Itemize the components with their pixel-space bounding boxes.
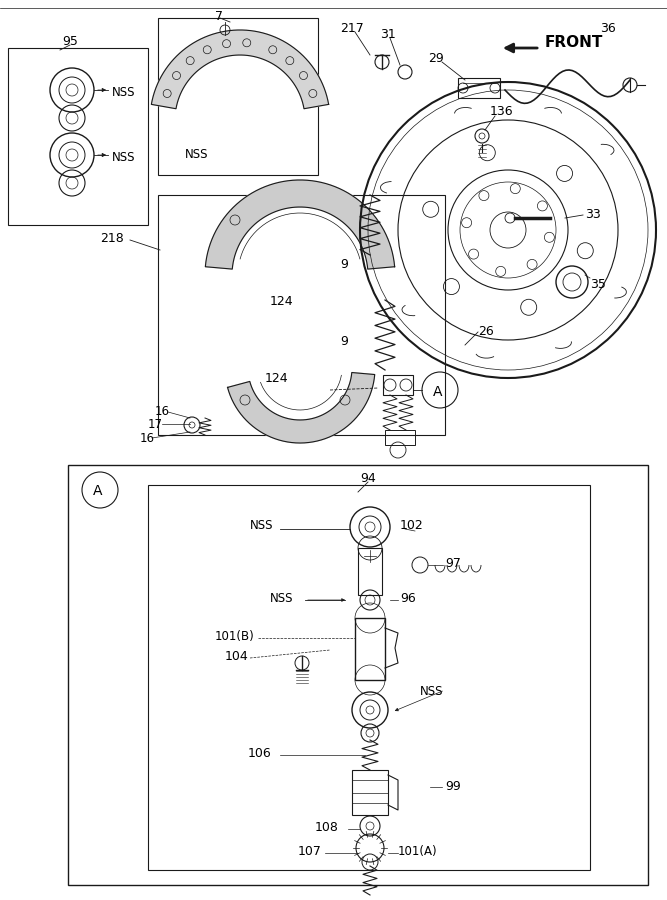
Text: NSS: NSS [112,151,135,164]
Text: 9: 9 [340,335,348,348]
Text: NSS: NSS [270,592,293,605]
Text: NSS: NSS [420,685,444,698]
Text: 96: 96 [400,592,416,605]
Text: 16: 16 [140,432,155,445]
Text: 16: 16 [155,405,170,418]
Text: 136: 136 [490,105,514,118]
Text: 217: 217 [340,22,364,35]
Text: 106: 106 [248,747,271,760]
Text: 31: 31 [380,28,396,41]
Text: 9: 9 [340,258,348,271]
Bar [352,770,388,815]
Text: 104: 104 [225,650,249,663]
Text: 101(A): 101(A) [398,845,438,858]
Text: 102: 102 [400,519,424,532]
Text: 107: 107 [298,845,322,858]
Text: 124: 124 [270,295,293,308]
Text: 101(B): 101(B) [215,630,255,643]
Bar [8,48,148,225]
Text: 218: 218 [100,232,124,245]
Text: 35: 35 [590,278,606,291]
Bar [68,465,648,885]
Text: 29: 29 [428,52,444,65]
Text: 124: 124 [265,372,289,385]
Text: 33: 33 [585,208,601,221]
Text: A: A [433,385,442,399]
Text: 95: 95 [62,35,78,48]
Bar [358,548,382,595]
Bar [355,618,385,680]
Polygon shape [227,373,375,443]
Bar [158,195,445,435]
Polygon shape [205,180,395,269]
Text: 7: 7 [215,10,223,23]
Text: 26: 26 [478,325,494,338]
Polygon shape [151,30,329,109]
Bar [148,485,590,870]
Text: NSS: NSS [112,86,135,99]
Text: A: A [93,484,103,498]
Text: 94: 94 [360,472,376,485]
Text: NSS: NSS [185,148,209,161]
Bar [158,18,318,175]
Text: FRONT: FRONT [545,35,604,50]
Bar [383,375,413,395]
Text: 36: 36 [600,22,616,35]
Text: 108: 108 [315,821,339,834]
Bar [385,430,415,445]
Bar [458,78,500,98]
Text: NSS: NSS [250,519,273,532]
Text: 17: 17 [148,418,163,431]
Text: 99: 99 [445,780,461,793]
Text: 97: 97 [445,557,461,570]
